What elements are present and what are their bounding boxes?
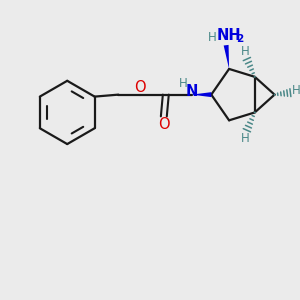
Text: H: H	[208, 31, 217, 44]
Text: O: O	[158, 117, 169, 132]
Text: NH: NH	[217, 28, 242, 43]
Polygon shape	[191, 92, 211, 97]
Text: H: H	[241, 132, 249, 145]
Polygon shape	[224, 45, 229, 69]
Text: H: H	[241, 45, 249, 58]
Text: O: O	[134, 80, 146, 95]
Text: N: N	[185, 84, 198, 99]
Text: H: H	[292, 84, 300, 97]
FancyBboxPatch shape	[135, 90, 145, 100]
FancyBboxPatch shape	[159, 119, 169, 129]
Text: H: H	[179, 77, 188, 90]
FancyBboxPatch shape	[186, 89, 197, 100]
Text: 2: 2	[236, 34, 244, 44]
